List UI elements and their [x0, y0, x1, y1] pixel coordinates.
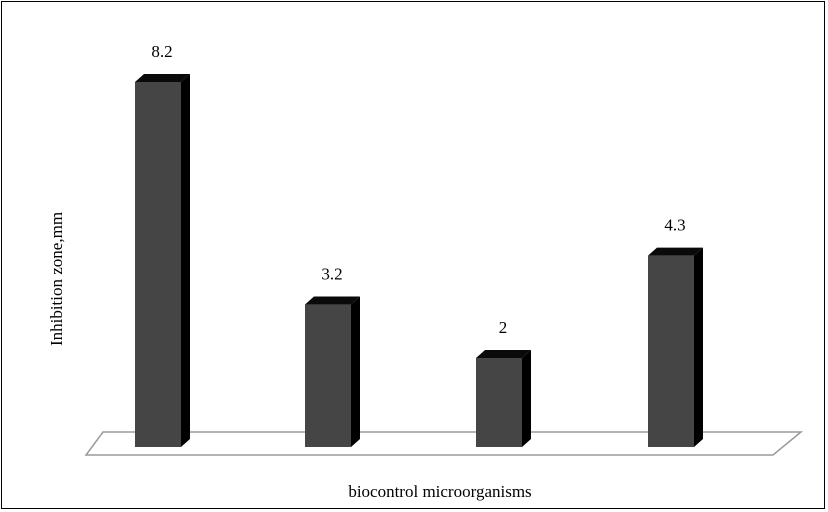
bar-front-face	[135, 82, 181, 447]
y-axis-label: Inhibition zone,mm	[47, 212, 66, 346]
bar-group	[135, 74, 703, 447]
data-label-group: 8.2 3.2 2 4.3	[151, 42, 685, 337]
bar-side-face	[351, 296, 360, 447]
bar-3	[476, 349, 531, 447]
data-label-3: 2	[499, 318, 508, 337]
bar-side-face	[522, 349, 531, 447]
bar-top-face	[305, 296, 360, 305]
bar-4	[648, 247, 703, 447]
bar-front-face	[305, 304, 351, 447]
bar-top-face	[476, 349, 531, 358]
data-label-2: 3.2	[321, 265, 342, 284]
bar-top-face	[648, 247, 703, 256]
bar-side-face	[181, 74, 190, 447]
bar-front-face	[476, 357, 522, 447]
bar-top-face	[135, 74, 190, 82]
bar-side-face	[694, 247, 703, 447]
bar-2	[305, 296, 360, 447]
bar-1	[135, 74, 190, 447]
data-label-4: 4.3	[664, 216, 685, 235]
bar-front-face	[648, 255, 694, 447]
x-axis-label: biocontrol microorganisms	[348, 482, 531, 501]
floor-plane	[84, 431, 804, 456]
data-label-1: 8.2	[151, 42, 172, 61]
